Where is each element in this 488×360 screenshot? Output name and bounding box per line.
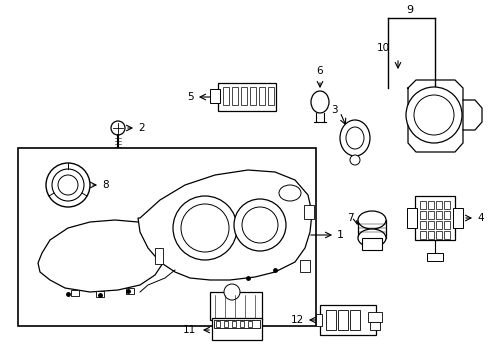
Ellipse shape xyxy=(357,211,385,229)
Bar xyxy=(435,221,441,229)
Bar xyxy=(337,310,347,330)
Bar xyxy=(427,201,433,209)
Bar xyxy=(240,321,244,327)
Bar xyxy=(212,318,262,340)
Text: 11: 11 xyxy=(183,325,196,335)
Bar xyxy=(427,221,433,229)
Text: 5: 5 xyxy=(187,92,194,102)
Text: 1: 1 xyxy=(336,230,343,240)
Bar xyxy=(367,312,381,322)
Bar xyxy=(319,305,375,335)
Bar xyxy=(435,211,441,219)
Circle shape xyxy=(58,175,78,195)
Bar xyxy=(224,321,227,327)
Bar xyxy=(435,201,441,209)
Bar xyxy=(209,292,262,320)
Bar xyxy=(369,322,379,330)
Bar xyxy=(241,87,246,105)
Circle shape xyxy=(242,207,278,243)
Bar xyxy=(419,221,425,229)
Bar xyxy=(304,205,313,219)
Ellipse shape xyxy=(357,229,385,247)
Bar xyxy=(18,148,315,326)
Ellipse shape xyxy=(339,120,369,156)
Circle shape xyxy=(405,87,461,143)
Bar xyxy=(216,321,220,327)
Bar xyxy=(349,310,359,330)
Bar xyxy=(443,221,449,229)
Bar xyxy=(155,248,163,264)
Polygon shape xyxy=(138,170,311,280)
Circle shape xyxy=(173,196,237,260)
Bar xyxy=(299,260,309,272)
Circle shape xyxy=(349,155,359,165)
Circle shape xyxy=(46,163,90,207)
Bar xyxy=(214,320,260,328)
Bar xyxy=(443,201,449,209)
Bar xyxy=(435,231,441,239)
Bar xyxy=(247,321,251,327)
Bar xyxy=(267,87,273,105)
Bar xyxy=(443,231,449,239)
Bar xyxy=(259,87,264,105)
Bar xyxy=(426,253,442,261)
Bar xyxy=(126,288,134,294)
Bar xyxy=(414,196,454,240)
Circle shape xyxy=(413,95,453,135)
Bar xyxy=(315,314,321,326)
Text: 6: 6 xyxy=(316,66,323,76)
Circle shape xyxy=(52,169,84,201)
Bar xyxy=(361,238,381,250)
Text: 4: 4 xyxy=(476,213,483,223)
Bar xyxy=(419,231,425,239)
Text: 2: 2 xyxy=(138,123,144,133)
Text: 9: 9 xyxy=(406,5,413,15)
Text: 10: 10 xyxy=(376,43,389,53)
Bar xyxy=(231,321,236,327)
Bar xyxy=(419,211,425,219)
Text: 8: 8 xyxy=(102,180,108,190)
Circle shape xyxy=(224,284,240,300)
Bar xyxy=(406,208,416,228)
Bar xyxy=(325,310,335,330)
Ellipse shape xyxy=(346,127,363,149)
Text: 7: 7 xyxy=(346,213,353,223)
Bar xyxy=(71,290,79,296)
Circle shape xyxy=(181,204,228,252)
Bar xyxy=(223,87,228,105)
Bar xyxy=(218,83,275,111)
Bar xyxy=(427,231,433,239)
Text: 12: 12 xyxy=(290,315,304,325)
Bar xyxy=(209,89,220,103)
Bar xyxy=(231,87,238,105)
Bar xyxy=(419,201,425,209)
Bar xyxy=(96,291,104,297)
Polygon shape xyxy=(38,220,164,292)
Circle shape xyxy=(111,121,125,135)
Bar xyxy=(452,208,462,228)
Bar xyxy=(443,211,449,219)
Circle shape xyxy=(234,199,285,251)
Ellipse shape xyxy=(279,185,301,201)
Text: 3: 3 xyxy=(331,105,337,115)
Ellipse shape xyxy=(310,91,328,113)
Bar xyxy=(427,211,433,219)
Bar xyxy=(249,87,256,105)
